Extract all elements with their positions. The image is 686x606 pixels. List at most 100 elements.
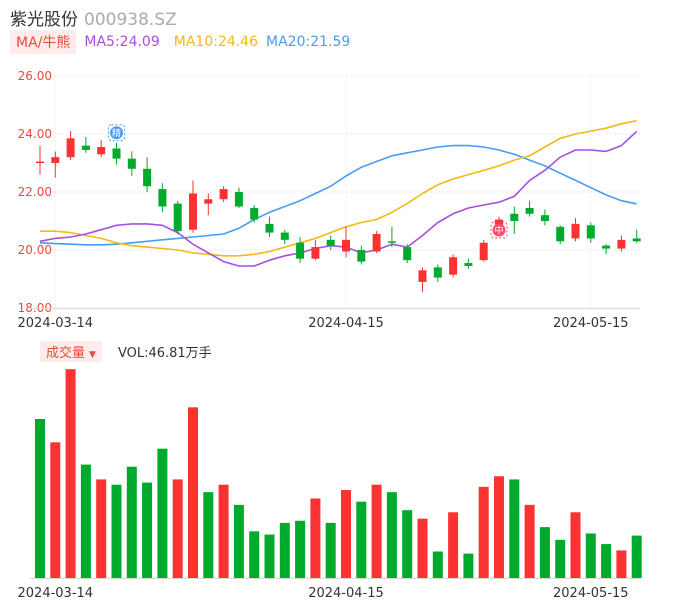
volume-bar	[478, 486, 489, 578]
candle-body	[632, 238, 641, 242]
volume-bar	[585, 533, 596, 578]
candle-body	[36, 161, 44, 164]
volume-bar	[203, 492, 214, 578]
candle-body	[525, 207, 534, 214]
ma-legend: MA/牛熊 MA5:24.09 MA10:24.46 MA20:21.59	[10, 30, 350, 54]
candle-body	[280, 232, 289, 240]
candle-body	[311, 247, 320, 259]
y-tick-label: 24.00	[18, 127, 52, 141]
x-tick-label: 2024-04-15	[308, 316, 384, 331]
volume-bar	[341, 490, 351, 578]
stock-name: 紫光股份	[10, 10, 78, 30]
candle-body	[81, 145, 90, 150]
volume-bar	[96, 479, 107, 578]
signal-marker-frame	[490, 221, 508, 239]
volume-bar	[126, 466, 137, 578]
volume-bar	[295, 520, 306, 578]
volume-legend: 成交量 ▼ VOL:46.81万手	[40, 340, 212, 362]
candle-body	[433, 267, 442, 278]
ma5-line	[39, 130, 638, 267]
volume-bar	[402, 510, 413, 578]
volume-bar	[111, 484, 122, 578]
x-tick-label: 2024-05-15	[553, 316, 629, 331]
candle-body	[357, 250, 366, 262]
volume-bar	[218, 484, 229, 578]
volume-bar	[524, 504, 535, 578]
candle-body	[234, 192, 243, 207]
ma-indicator-selector[interactable]: MA/牛熊	[10, 30, 77, 54]
volume-x-tick-label: 2024-04-15	[308, 586, 384, 601]
volume-bar	[509, 479, 520, 578]
volume-bar	[448, 512, 459, 578]
candle-body	[66, 138, 75, 158]
candle-body	[387, 241, 396, 243]
volume-bar	[371, 484, 382, 578]
dropdown-arrow-icon: ▼	[89, 349, 96, 360]
volume-bar	[386, 492, 397, 578]
candle-body	[250, 207, 259, 220]
volume-value: VOL:46.81万手	[117, 345, 212, 361]
candle-body	[204, 199, 213, 204]
buy-marker-label: 精	[112, 127, 121, 139]
volume-bar	[50, 442, 61, 578]
candle-body	[556, 226, 565, 242]
volume-bar	[356, 501, 367, 578]
stock-code: 000938.SZ	[84, 10, 177, 30]
volume-bar	[463, 553, 474, 578]
candle-body	[143, 168, 152, 187]
volume-bar	[279, 522, 290, 578]
volume-bar	[432, 551, 443, 578]
candle-body	[403, 247, 412, 261]
candle-body	[127, 158, 136, 169]
signal-marker-label: 中	[494, 225, 503, 237]
candle-body	[189, 193, 197, 230]
volume-bar	[80, 464, 91, 578]
volume-bar	[570, 512, 581, 578]
candle-body	[112, 148, 121, 159]
candle-body	[265, 223, 274, 233]
candle-body	[540, 215, 549, 221]
volume-tag-label: 成交量	[46, 345, 86, 361]
candle-body	[51, 157, 60, 163]
candle-body	[326, 239, 335, 246]
candle-body	[342, 239, 350, 252]
volume-bar	[233, 504, 244, 578]
candle-body	[464, 263, 473, 266]
candle-body	[617, 239, 626, 249]
volume-x-tick-label: 2024-03-14	[18, 586, 94, 601]
candle-body	[97, 147, 106, 155]
candle-body	[510, 213, 519, 221]
volume-bar	[616, 550, 627, 578]
candle-body	[418, 270, 427, 282]
signal-marker-icon	[492, 223, 506, 237]
volume-bar	[310, 498, 321, 578]
volume-bar	[188, 407, 198, 578]
y-tick-label: 20.00	[18, 243, 52, 257]
volume-bar	[539, 527, 550, 578]
volume-x-tick-label: 2024-05-15	[553, 586, 629, 601]
y-tick-label: 22.00	[18, 185, 52, 199]
candle-body	[479, 242, 488, 261]
volume-bar	[555, 539, 566, 578]
candle-body	[173, 203, 182, 232]
ma5-legend: MA5:24.09	[84, 34, 160, 50]
buy-marker-icon	[110, 126, 123, 140]
candle-body	[372, 234, 381, 252]
volume-bar	[249, 531, 260, 578]
candle-body	[571, 223, 580, 239]
volume-bar	[35, 419, 45, 578]
stock-header: 紫光股份 000938.SZ	[10, 5, 177, 30]
volume-bar	[142, 482, 153, 578]
volume-indicator-selector[interactable]: 成交量 ▼	[40, 340, 102, 362]
ma20-line	[39, 144, 637, 246]
volume-bar	[417, 518, 428, 578]
volume-bar	[601, 544, 612, 578]
candle-body	[602, 245, 611, 249]
volume-bar	[494, 476, 504, 578]
volume-bar	[157, 448, 168, 578]
volume-bar	[631, 535, 642, 578]
candle-body	[296, 242, 305, 259]
volume-bar	[264, 534, 275, 578]
candle-body	[219, 189, 228, 200]
